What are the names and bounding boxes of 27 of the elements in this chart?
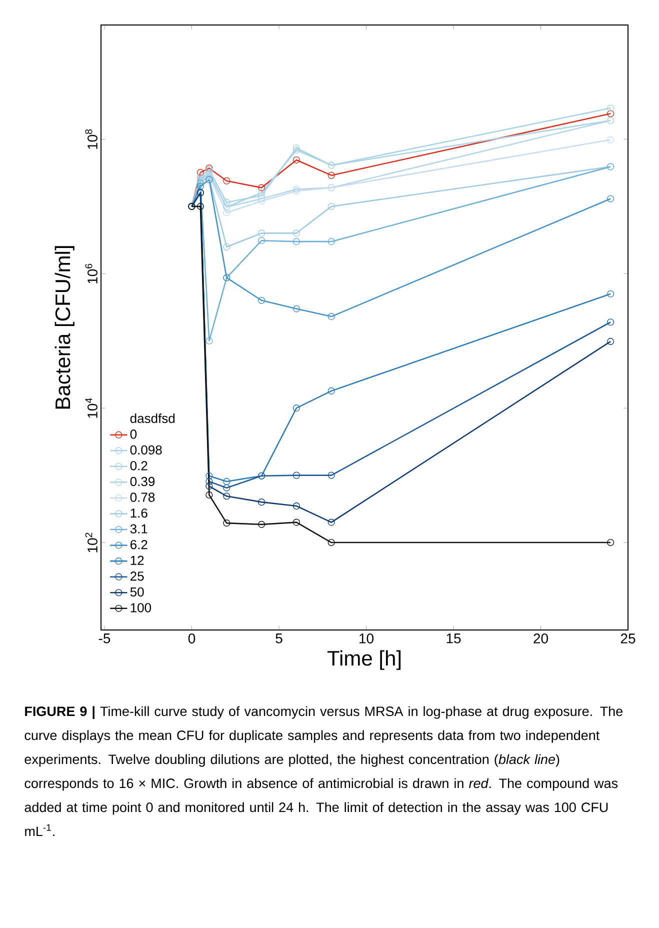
- legend-label: 3.1: [130, 524, 148, 534]
- x-tick-label: 0: [188, 634, 196, 644]
- x-tick-label: 10: [360, 634, 374, 644]
- legend-label: 100: [130, 603, 152, 612]
- legend-label: 50: [130, 587, 144, 597]
- legend-label: 1.6: [130, 508, 148, 518]
- x-axis-title: Time [h]: [327, 650, 401, 670]
- legend-label: 6.2: [130, 540, 148, 550]
- legend-label: 0: [130, 430, 137, 439]
- legend-label: 0.78: [130, 492, 155, 502]
- legend-label: 0.098: [130, 445, 162, 455]
- text: FIGURE 9 | Time-kill curve study of vancomycin versus MRSA in log-phase at drug exposure. The curve displays the mean CFU for duplicate samples and represents data from two independent experiments. Twelve doubling dilutions are plotted, the highest concentration (black line) corresponds to 16 × MIC. Growth in absence of antimicrobial is drawn in red. The compound was added at time point 0 and monitored until 24 h. The limit of detection in the assay was 100 CFU mL$^{-1}$.: [24, 706, 623, 836]
- legend-label: 0.2: [130, 461, 148, 470]
- x-tick-label: 15: [446, 634, 461, 644]
- x-tick-label: 20: [534, 634, 548, 644]
- y-tick-label: 10$^{8}$: [85, 129, 98, 149]
- x-tick-label: -5: [98, 634, 110, 644]
- legend-label: 25: [130, 572, 144, 581]
- y-tick-label: 10$^{4}$: [85, 398, 98, 418]
- legend-label: 0.39: [130, 476, 155, 486]
- y-axis-title: Bacteria [CFU/ml]: [54, 246, 74, 409]
- x-tick-label: 5: [276, 634, 282, 644]
- x-tick-label: 25: [620, 634, 636, 644]
- legend-label: 12: [130, 556, 144, 565]
- legend-title: dasdfsd: [130, 413, 175, 423]
- y-tick-label: 10$^{6}$: [85, 264, 98, 284]
- y-tick-label: 10$^{2}$: [85, 532, 98, 552]
